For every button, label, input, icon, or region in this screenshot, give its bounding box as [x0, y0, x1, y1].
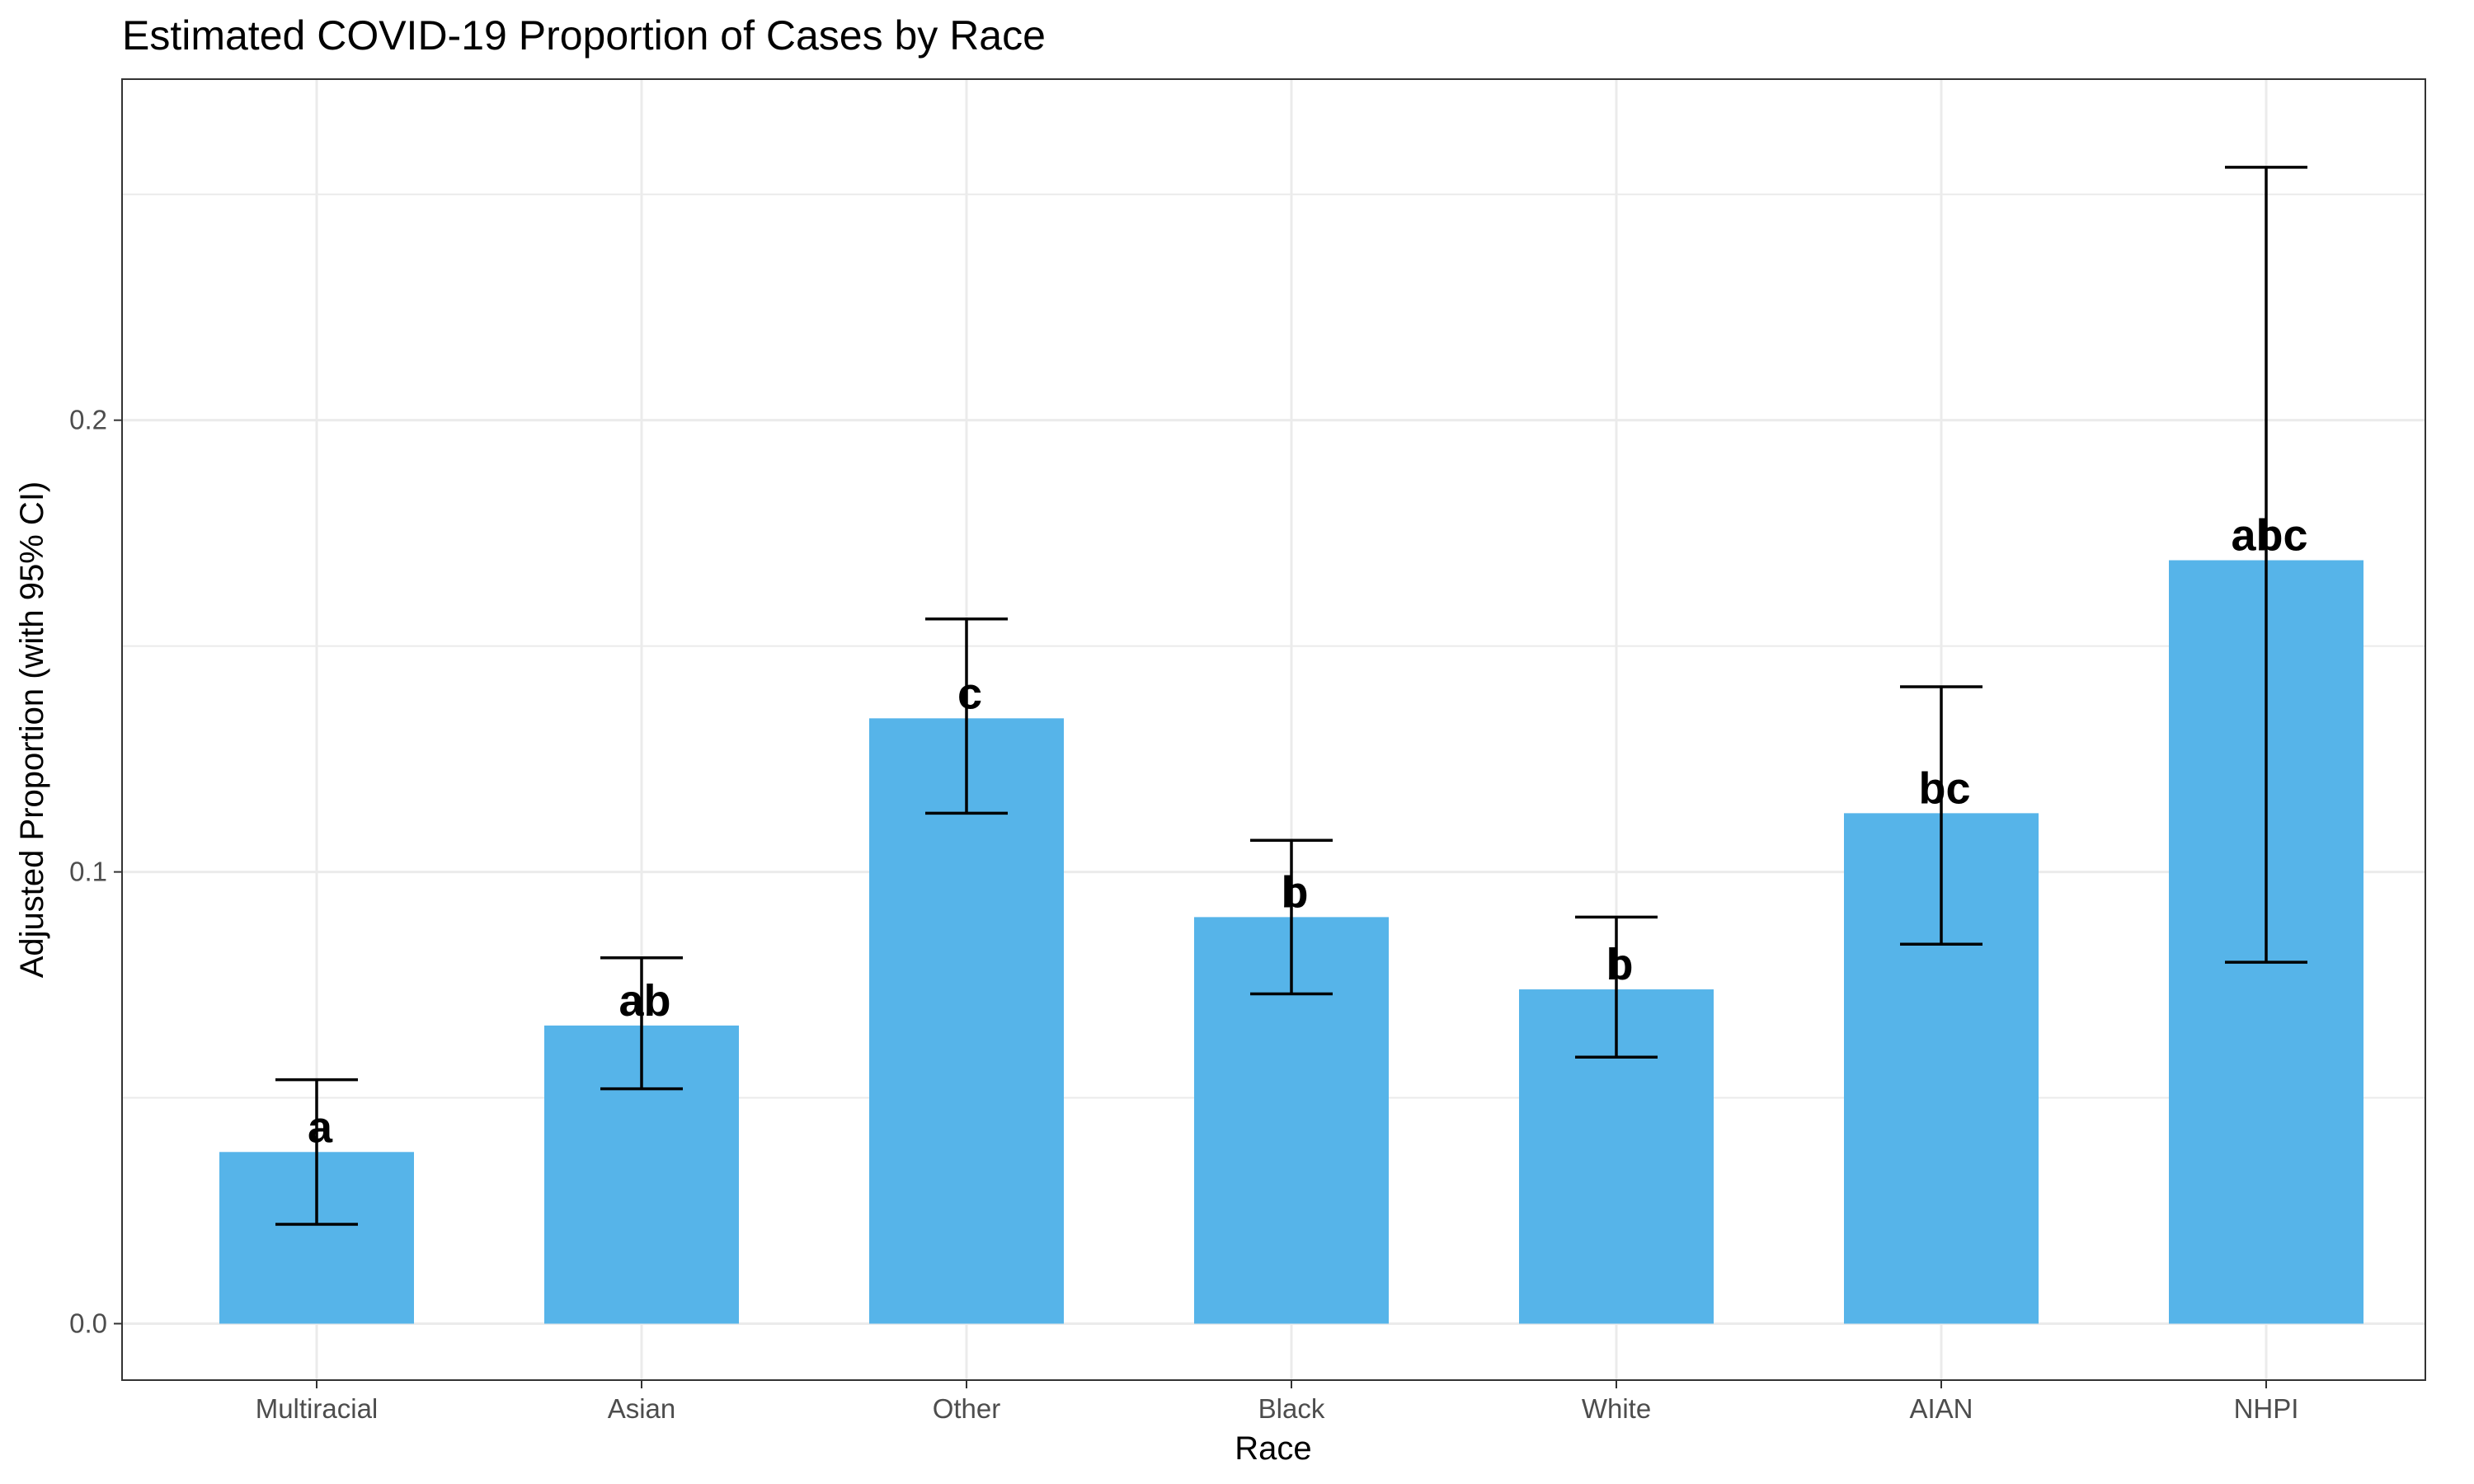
error-bars	[275, 166, 2307, 1226]
group-letter-nhpi: abc	[2231, 511, 2307, 561]
group-letter-white: b	[1606, 940, 1634, 989]
group-letter-asian: ab	[618, 976, 670, 1026]
group-letter-black: b	[1282, 867, 1309, 917]
axes: 0.0 0.1 0.2 Multiracial Asian Other Black White…	[69, 405, 2298, 1424]
x-tick-label-white: White	[1582, 1393, 1651, 1424]
y-axis-title: Adjusted Proportion (with 95% CI)	[14, 481, 50, 979]
x-tick-label-asian: Asian	[608, 1393, 676, 1424]
x-tick-label-nhpi: NHPI	[2234, 1393, 2299, 1424]
x-tick-label-aian: AIAN	[1909, 1393, 1973, 1424]
x-tick-label-other: Other	[933, 1393, 1001, 1424]
x-tick-label-black: Black	[1258, 1393, 1325, 1424]
panel-border	[121, 78, 2426, 1381]
x-tick-label-multiracial: Multiracial	[256, 1393, 379, 1424]
bars	[219, 560, 2363, 1324]
chart-title: Estimated COVID-19 Proportion of Cases b…	[122, 12, 1046, 59]
group-letter-multiracial: a	[308, 1102, 333, 1152]
x-axis-title: Race	[1235, 1430, 1311, 1467]
group-letter-aian: bc	[1918, 763, 1970, 813]
y-tick-label: 0.0	[69, 1308, 107, 1339]
y-tick-label: 0.2	[69, 405, 107, 435]
y-tick-label: 0.1	[69, 857, 107, 887]
bar-other	[869, 718, 1064, 1324]
group-letter-other: c	[957, 669, 982, 718]
